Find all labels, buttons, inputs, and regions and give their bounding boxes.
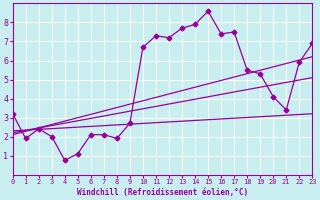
X-axis label: Windchill (Refroidissement éolien,°C): Windchill (Refroidissement éolien,°C) <box>77 188 248 197</box>
